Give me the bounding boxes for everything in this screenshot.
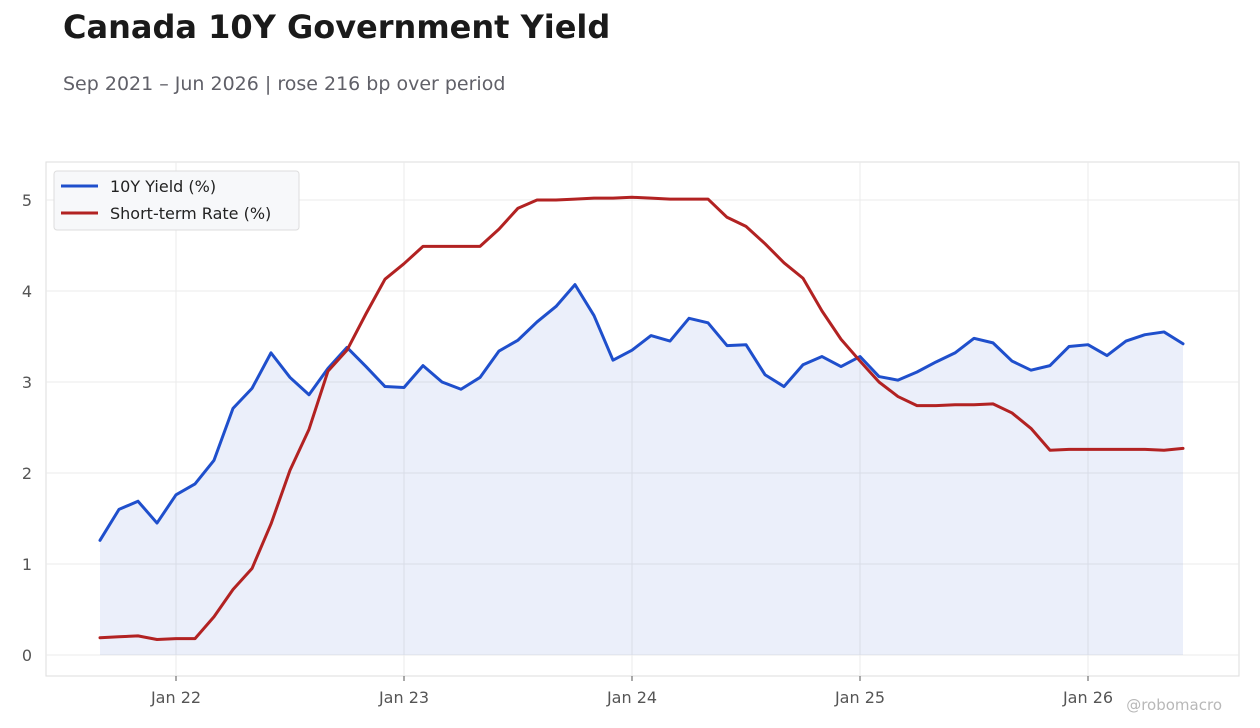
x-tick-label: Jan 26 [1062,688,1113,707]
y-tick-label: 0 [22,646,32,665]
legend-label-0: 10Y Yield (%) [110,177,216,196]
y-tick-label: 2 [22,464,32,483]
x-tick-label: Jan 24 [606,688,657,707]
legend-box [53,170,300,231]
y-tick-label: 3 [22,373,32,392]
y-tick-label: 5 [22,191,32,210]
y-tick-label: 1 [22,555,32,574]
chart-subtitle: Sep 2021 – Jun 2026 | rose 216 bp over p… [63,73,506,95]
series-layer [98,195,1185,655]
legend-label-1: Short-term Rate (%) [110,204,271,223]
y-tick-label: 4 [22,282,32,301]
watermark: @robomacro [1126,696,1222,714]
axis-labels: 0 1 2 3 4 5 Jan 22 Jan 23 Jan 24 Jan 25 Jan 26 [22,191,1113,707]
series-line-0 [98,283,1185,542]
x-tick-label: Jan 23 [378,688,429,707]
plot-frame [45,161,1240,677]
x-tick-label: Jan 22 [150,688,201,707]
legend: 10Y Yield (%) Short-term Rate (%) [53,170,300,231]
x-tick-label: Jan 25 [834,688,885,707]
series-area-0 [100,284,1183,655]
series-line-1 [98,195,1185,642]
chart-title: Canada 10Y Government Yield [63,8,611,46]
